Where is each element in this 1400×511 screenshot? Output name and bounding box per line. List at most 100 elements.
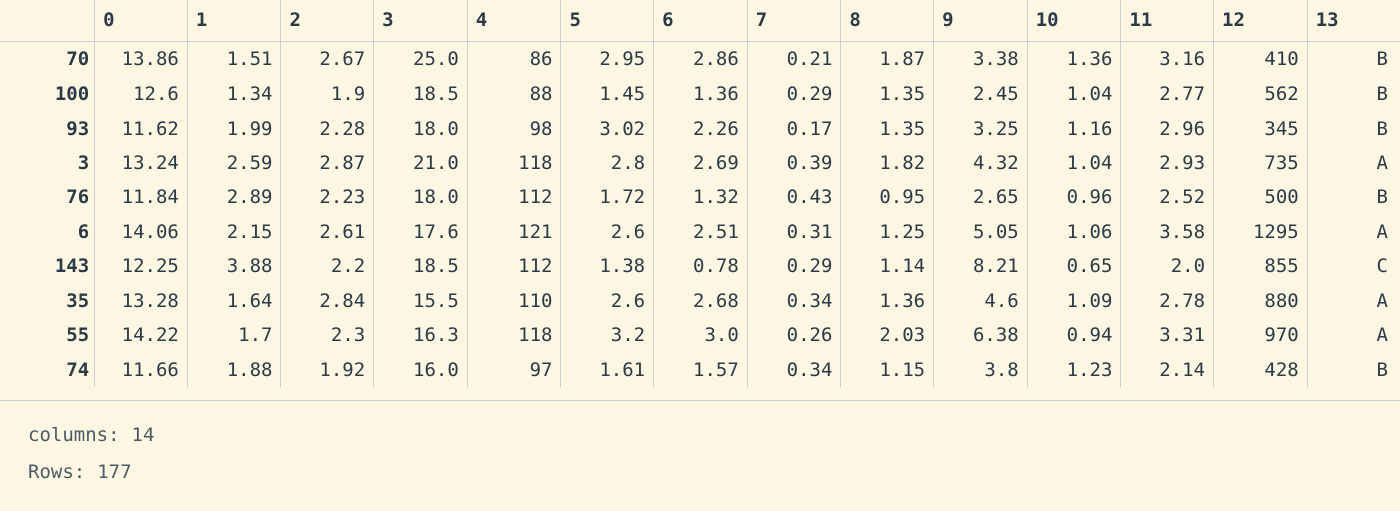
table-cell: 2.84 <box>280 283 374 318</box>
column-header[interactable]: 8 <box>840 0 934 42</box>
table-cell: 500 <box>1213 180 1308 215</box>
table-cell: 0.31 <box>746 214 841 249</box>
table-cell: 2.2 <box>280 248 374 284</box>
table-header-row: 0 1 2 3 4 5 6 7 8 9 10 11 12 13 <box>0 0 1400 42</box>
table-cell: 3.16 <box>1120 41 1214 77</box>
table-cell: 14.06 <box>121 220 179 243</box>
row-index: 35 <box>0 283 96 318</box>
column-header[interactable]: 10 <box>1026 0 1121 42</box>
table-cell: 1.45 <box>560 77 654 112</box>
table-cell: 1.32 <box>653 180 748 215</box>
table-cell: 8.21 <box>933 248 1028 284</box>
column-header[interactable]: 0 <box>94 0 188 42</box>
table-cell: 2.93 <box>1120 145 1214 181</box>
table-cell: B <box>1306 180 1400 215</box>
table-cell: A <box>1306 145 1400 181</box>
column-header[interactable]: 3 <box>373 0 468 42</box>
table-cell: 18.0 <box>373 180 468 215</box>
table-summary: columns: 14 Rows: 177 <box>28 420 154 494</box>
table-cell: 1.23 <box>1026 352 1121 388</box>
table-cell: 0.94 <box>1026 317 1121 353</box>
index-header <box>0 0 95 42</box>
table-cell: 1.64 <box>186 283 281 318</box>
table-cell: 1.36 <box>1026 41 1121 77</box>
table-cell: 0.34 <box>746 283 841 318</box>
table-cell: 1.15 <box>840 352 934 388</box>
table-cell: 14.22 <box>121 323 179 346</box>
column-header[interactable]: 12 <box>1213 0 1308 42</box>
table-row: 3 13.24 2.59 2.87 21.0 118 2.8 2.69 0.39 1.82 4.32… <box>0 145 1400 181</box>
table-cell: 3.38 <box>933 41 1028 77</box>
table-cell: 2.6 <box>560 214 654 249</box>
row-index: 76 <box>0 180 96 215</box>
table-cell: 1.7 <box>186 317 281 353</box>
column-header[interactable]: 11 <box>1120 0 1214 42</box>
table-row: 100 12.6 1.34 1.9 18.5 88 1.45 1.36 0.29 1.35 2.45… <box>0 77 1400 112</box>
columns-count-value: 14 <box>131 424 155 446</box>
table-cell: 2.0 <box>1120 248 1214 284</box>
table-cell: 562 <box>1213 77 1308 112</box>
table-cell: 2.45 <box>933 77 1028 112</box>
table-cell: 1.35 <box>840 111 934 146</box>
row-index: 93 <box>0 111 96 146</box>
table-cell: 1.38 <box>560 248 654 284</box>
table-cell: 2.23 <box>280 180 374 215</box>
table-cell: 121 <box>466 214 561 249</box>
table-cell: 1295 <box>1213 214 1308 249</box>
table-cell: 3.58 <box>1120 214 1214 249</box>
table-cell: 88 <box>466 77 561 112</box>
table-cell: 0.34 <box>746 352 841 388</box>
table-cell: 2.78 <box>1120 283 1214 318</box>
table-cell: 970 <box>1213 317 1308 353</box>
table-cell: 16.3 <box>373 317 468 353</box>
columns-count-label: columns: <box>28 424 120 446</box>
table-cell: 13.86 <box>121 48 179 71</box>
table-cell: 2.89 <box>186 180 281 215</box>
table-cell: 1.16 <box>1026 111 1121 146</box>
table-cell: 6.38 <box>933 317 1028 353</box>
table-cell: 11.62 <box>121 117 179 140</box>
table-cell: 428 <box>1213 352 1308 388</box>
table-cell: 18.5 <box>373 77 468 112</box>
table-cell: C <box>1306 248 1400 284</box>
column-header[interactable]: 1 <box>186 0 281 42</box>
table-cell: 4.6 <box>933 283 1028 318</box>
column-header[interactable]: 13 <box>1306 0 1400 42</box>
table-cell: 1.82 <box>840 145 934 181</box>
table-cell: 0.43 <box>746 180 841 215</box>
column-header[interactable]: 5 <box>560 0 654 42</box>
table-cell: 1.34 <box>186 77 281 112</box>
column-header[interactable]: 4 <box>466 0 561 42</box>
column-header[interactable]: 9 <box>933 0 1028 42</box>
table-cell: A <box>1306 283 1400 318</box>
table-cell: 3.2 <box>560 317 654 353</box>
table-cell: 1.04 <box>1026 77 1121 112</box>
table-cell: 12.6 <box>133 83 179 106</box>
table-footer-divider <box>0 400 1400 401</box>
table-row: 76 11.84 2.89 2.23 18.0 112 1.72 1.32 0.43 0.95 2.… <box>0 180 1400 215</box>
table-cell: 2.8 <box>560 145 654 181</box>
table-cell: 5.05 <box>933 214 1028 249</box>
table-cell: 2.14 <box>1120 352 1214 388</box>
table-row: 143 12.25 3.88 2.2 18.5 112 1.38 0.78 0.29 1.14 8.… <box>0 248 1400 284</box>
table-cell: B <box>1306 352 1400 388</box>
table-row: 70 13.86 1.51 2.67 25.0 86 2.95 2.86 0.21 1.87 3.3… <box>0 41 1400 77</box>
rows-count-value: 177 <box>97 461 132 483</box>
table-cell: 12.25 <box>121 255 179 278</box>
table-row: 6 14.06 2.15 2.61 17.6 121 2.6 2.51 0.31 1.25 5.05… <box>0 214 1400 249</box>
rows-count-label: Rows: <box>28 461 86 483</box>
table-cell: 110 <box>466 283 561 318</box>
table-cell: 2.77 <box>1120 77 1214 112</box>
table-cell: 855 <box>1213 248 1308 284</box>
table-cell: 0.29 <box>746 248 841 284</box>
column-header[interactable]: 6 <box>653 0 748 42</box>
table-cell: 15.5 <box>373 283 468 318</box>
table-cell: B <box>1306 111 1400 146</box>
table-cell: 1.99 <box>186 111 281 146</box>
column-header[interactable]: 2 <box>280 0 374 42</box>
column-header[interactable]: 7 <box>746 0 841 42</box>
table-cell: 2.87 <box>280 145 374 181</box>
table-cell: 2.61 <box>280 214 374 249</box>
table-cell: 2.26 <box>653 111 748 146</box>
table-cell: 2.15 <box>186 214 281 249</box>
